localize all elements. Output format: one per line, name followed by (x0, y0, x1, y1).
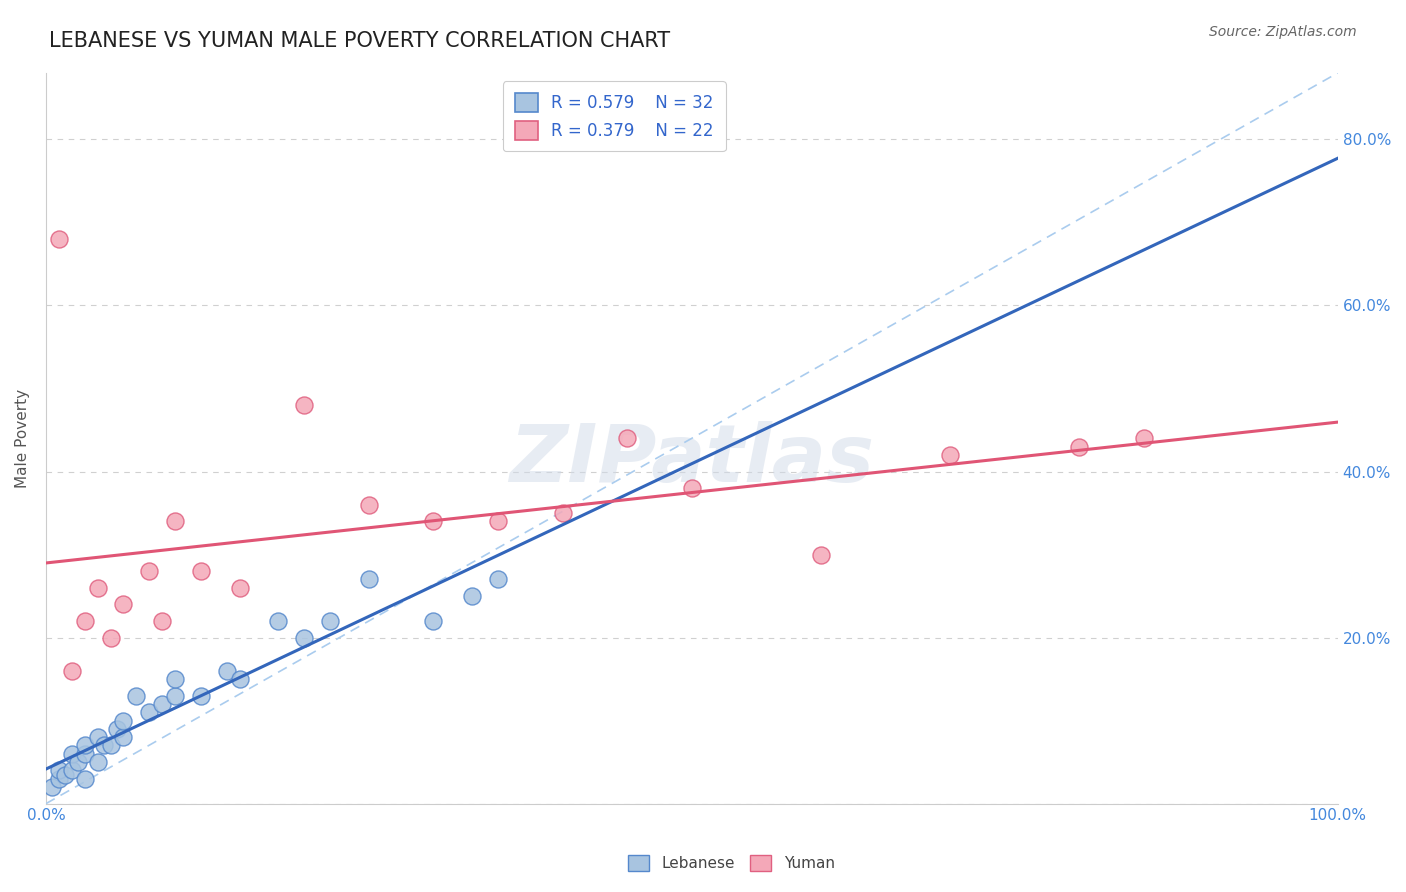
Point (100, 631, 122, 645)
Y-axis label: Male Poverty: Male Poverty (15, 389, 30, 488)
Point (461, 589, 484, 603)
Point (165, 514, 187, 528)
Point (60, 764, 83, 778)
Point (73, 747, 96, 761)
Point (112, 598, 135, 612)
Point (73, 614, 96, 628)
Point (190, 689, 212, 703)
Point (215, 664, 238, 678)
Point (105, 722, 128, 736)
Point (150, 697, 173, 711)
Point (190, 564, 212, 578)
Point (41, 780, 63, 794)
Point (228, 581, 250, 595)
Legend: R = 0.579    N = 32, R = 0.379    N = 22: R = 0.579 N = 32, R = 0.379 N = 22 (503, 81, 725, 152)
Point (93, 739, 115, 753)
Point (48, 772, 70, 786)
Point (357, 498, 380, 512)
Point (616, 431, 638, 445)
Point (165, 672, 187, 686)
Point (138, 706, 160, 720)
Point (486, 573, 509, 587)
Point (422, 614, 444, 628)
Point (551, 506, 574, 520)
Point (60, 664, 83, 678)
Point (150, 614, 173, 628)
Point (357, 573, 380, 587)
Point (112, 714, 135, 728)
Point (165, 689, 187, 703)
Point (112, 730, 135, 744)
Text: LEBANESE VS YUMAN MALE POVERTY CORRELATION CHART: LEBANESE VS YUMAN MALE POVERTY CORRELATI… (49, 31, 671, 51)
Point (319, 614, 342, 628)
Point (125, 689, 148, 703)
Point (53, 767, 76, 781)
Point (73, 772, 96, 786)
Point (1069, 440, 1091, 454)
Point (86, 755, 108, 769)
Point (67, 755, 90, 769)
Point (810, 548, 832, 562)
Point (48, 232, 70, 246)
Point (60, 747, 83, 761)
Point (48, 764, 70, 778)
Point (681, 481, 703, 495)
Point (292, 631, 315, 645)
Point (138, 564, 160, 578)
Point (486, 514, 509, 528)
Point (267, 614, 290, 628)
Point (422, 514, 444, 528)
Legend: Lebanese, Yuman: Lebanese, Yuman (621, 849, 841, 877)
Point (100, 739, 122, 753)
Point (228, 672, 250, 686)
Point (292, 398, 315, 412)
Point (1133, 431, 1156, 445)
Text: Source: ZipAtlas.com: Source: ZipAtlas.com (1209, 25, 1357, 39)
Point (73, 739, 96, 753)
Point (86, 581, 108, 595)
Text: ZIPatlas: ZIPatlas (509, 421, 875, 500)
Point (939, 448, 962, 462)
Point (86, 730, 108, 744)
